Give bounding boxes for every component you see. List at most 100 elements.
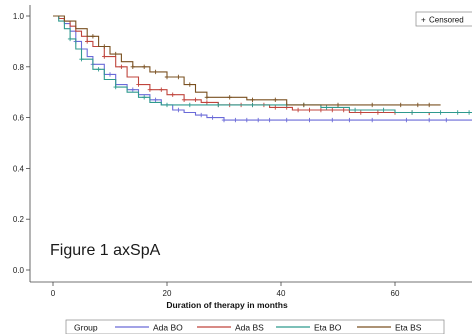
censored-mark bbox=[370, 117, 375, 123]
censored-mark bbox=[244, 117, 249, 123]
censored-mark bbox=[142, 95, 147, 100]
censored-legend-label: Censored bbox=[429, 16, 464, 25]
censored-mark bbox=[404, 117, 409, 123]
y-tick-label: 0.8 bbox=[13, 63, 25, 72]
censored-mark bbox=[102, 54, 107, 59]
censored-mark bbox=[170, 92, 175, 97]
y-tick-label: 0.0 bbox=[13, 266, 25, 275]
censored-legend-box bbox=[415, 11, 472, 27]
legend-label: Ada BO bbox=[153, 323, 183, 333]
series-layer bbox=[53, 15, 472, 123]
censored-legend-symbol: + bbox=[421, 16, 426, 25]
censored-mark bbox=[341, 107, 346, 113]
censored-mark bbox=[142, 64, 147, 69]
censored-mark bbox=[307, 117, 312, 123]
censored-mark bbox=[324, 105, 329, 110]
censored-mark bbox=[119, 64, 124, 69]
censored-mark bbox=[295, 107, 301, 113]
censored-mark bbox=[79, 57, 84, 62]
censored-mark bbox=[85, 39, 90, 44]
ticks-layer: 0.0 0.2 0.4 0.6 0.8 1.0 0 20 40 60 bbox=[13, 12, 400, 298]
censored-mark bbox=[409, 110, 415, 115]
legend-label: Ada BS bbox=[235, 323, 264, 333]
axes-layer bbox=[29, 5, 472, 283]
x-axis-title: Duration of therapy in months bbox=[166, 300, 288, 310]
censored-mark bbox=[233, 117, 238, 123]
censored-mark bbox=[256, 117, 261, 123]
censored-mark bbox=[136, 82, 141, 87]
figure-caption: Figure 1 axSpA bbox=[50, 242, 161, 259]
censored-mark bbox=[204, 95, 210, 100]
censored-mark bbox=[352, 107, 358, 113]
censored-mark bbox=[227, 95, 232, 100]
y-tick-label: 0.6 bbox=[13, 114, 25, 123]
x-tick-label: 60 bbox=[391, 289, 400, 298]
censored-mark bbox=[284, 117, 289, 123]
censored-mark bbox=[427, 102, 432, 108]
censored-mark bbox=[130, 64, 135, 69]
censored-mark bbox=[358, 110, 363, 115]
censored-mark bbox=[193, 97, 198, 102]
censored-mark bbox=[164, 102, 170, 108]
legend-title: Group bbox=[74, 323, 98, 333]
censored-mark bbox=[330, 107, 335, 113]
censored-mark bbox=[153, 97, 158, 102]
y-tick-label: 0.2 bbox=[13, 215, 25, 224]
censored-mark bbox=[330, 117, 335, 123]
censored-mark bbox=[176, 74, 181, 80]
censored-mark bbox=[250, 97, 255, 102]
censored-mark bbox=[444, 117, 449, 123]
censored-mark bbox=[187, 82, 192, 87]
censored-mark bbox=[107, 72, 113, 77]
censored-mark bbox=[375, 110, 381, 115]
censored-legend: + Censored bbox=[415, 11, 472, 27]
censored-mark bbox=[301, 102, 306, 108]
censored-mark bbox=[381, 107, 386, 113]
censored-mark bbox=[267, 117, 272, 123]
censored-mark bbox=[273, 105, 278, 110]
censored-mark bbox=[455, 110, 460, 115]
censored-mark bbox=[216, 102, 221, 108]
series-group bbox=[53, 15, 441, 108]
censored-mark bbox=[90, 34, 96, 39]
censored-mark bbox=[415, 102, 420, 108]
censored-mark bbox=[102, 44, 107, 49]
x-tick-label: 20 bbox=[163, 289, 172, 298]
x-tick-label: 0 bbox=[51, 289, 56, 298]
censored-mark bbox=[113, 84, 118, 90]
censored-mark bbox=[113, 51, 118, 57]
censored-mark bbox=[427, 117, 432, 123]
x-tick-label: 40 bbox=[277, 289, 286, 298]
censored-mark bbox=[273, 97, 278, 102]
censored-mark bbox=[438, 110, 443, 115]
censored-mark bbox=[307, 107, 312, 113]
legend-entries: Ada BO Ada BS Eta BO Eta BS bbox=[115, 323, 422, 333]
censored-mark bbox=[318, 107, 324, 113]
censored-mark bbox=[210, 115, 215, 120]
censored-mark bbox=[398, 102, 403, 108]
legend-label: Eta BS bbox=[395, 323, 422, 333]
censored-mark bbox=[130, 87, 135, 92]
censored-mark bbox=[181, 97, 187, 102]
censored-mark bbox=[67, 36, 73, 42]
censored-mark bbox=[147, 87, 153, 92]
censored-mark bbox=[159, 87, 164, 92]
censored-mark bbox=[250, 102, 255, 108]
censored-mark bbox=[187, 102, 192, 108]
legend-label: Eta BO bbox=[314, 323, 342, 333]
censored-mark bbox=[335, 102, 341, 108]
censored-mark bbox=[204, 100, 210, 105]
censored-mark bbox=[370, 102, 375, 108]
group-legend: Group Ada BO Ada BS Eta BO Eta BS bbox=[65, 319, 445, 334]
censored-mark bbox=[164, 74, 170, 80]
censored-mark bbox=[199, 112, 204, 118]
group-legend-box bbox=[65, 319, 445, 334]
censored-mark bbox=[466, 110, 472, 115]
censored-mark bbox=[176, 107, 181, 113]
censored-mark bbox=[347, 117, 352, 123]
censored-mark bbox=[96, 67, 101, 72]
censored-mark bbox=[153, 69, 158, 75]
y-tick-label: 0.4 bbox=[13, 164, 25, 173]
